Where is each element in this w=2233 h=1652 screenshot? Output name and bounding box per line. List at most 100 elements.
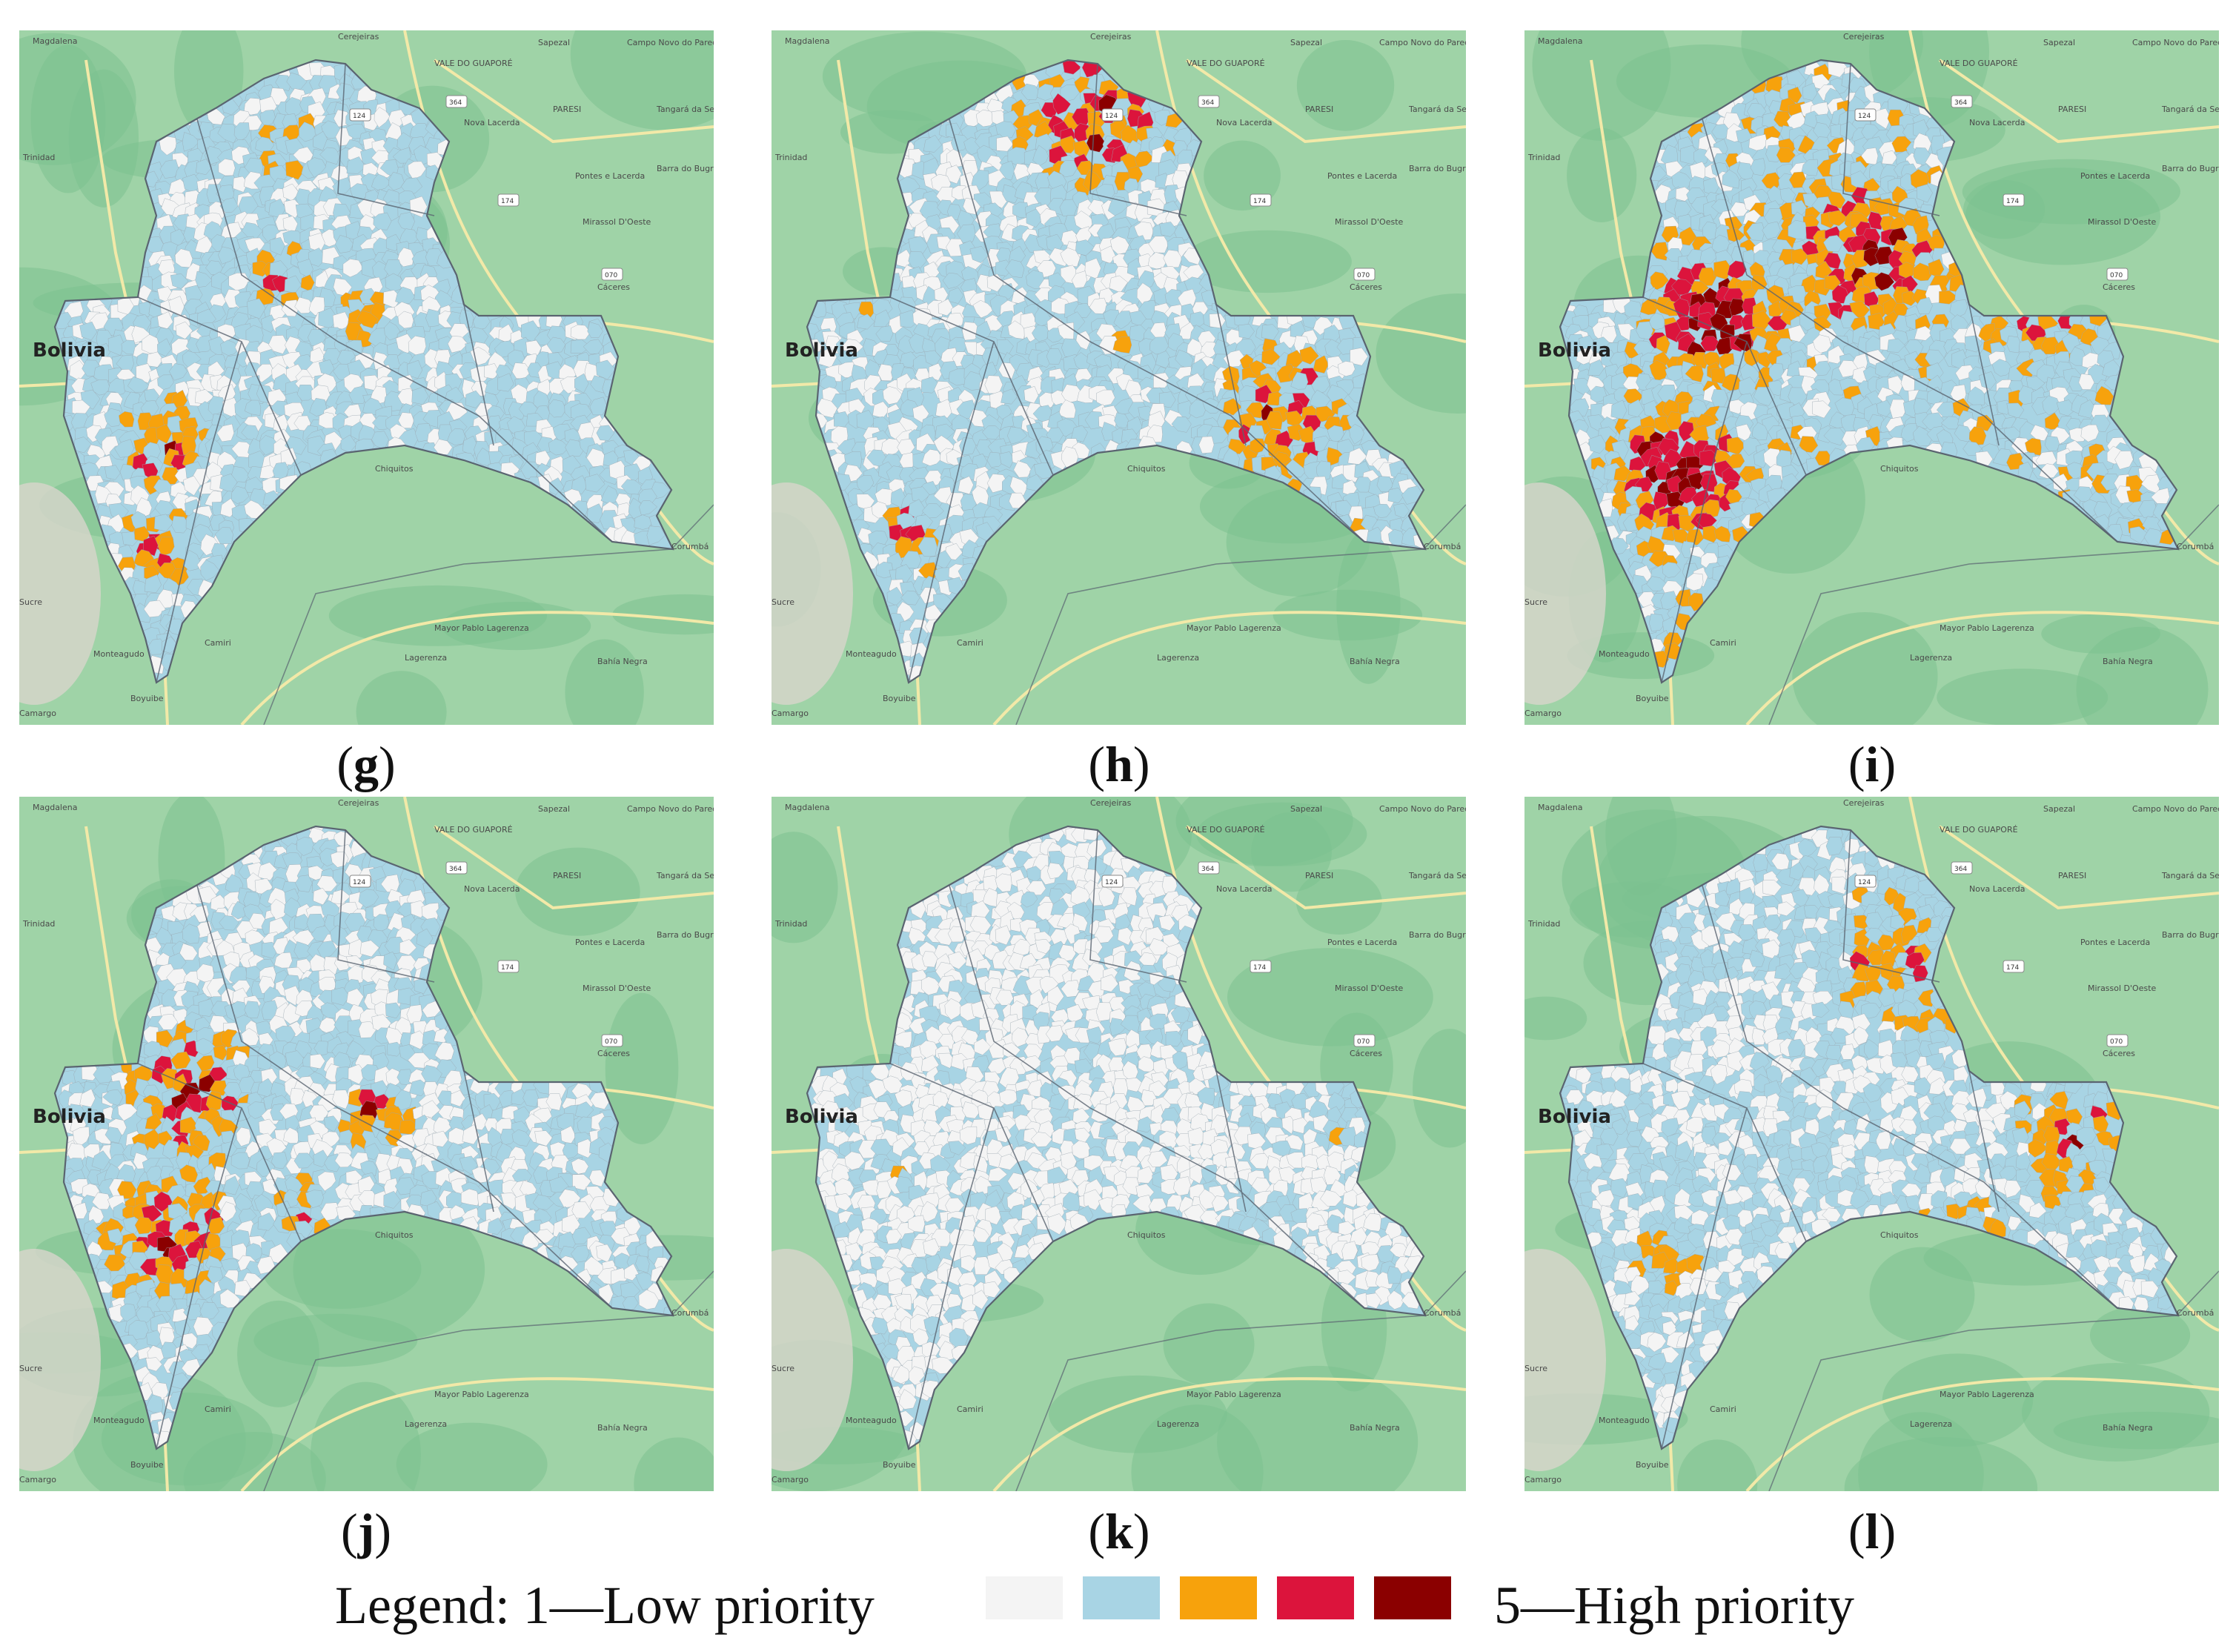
forest-patch <box>1296 40 1395 131</box>
municipality-cell-level-1 <box>996 136 1014 152</box>
province-boundaries <box>889 63 1365 683</box>
country-label-bolivia: Bolivia <box>33 339 106 362</box>
municipality-cell-level-2 <box>310 1205 326 1221</box>
road-shield-number: 124 <box>1858 113 1871 120</box>
municipality-cell-level-3 <box>1685 365 1704 382</box>
municipality-cell-level-2 <box>587 322 603 338</box>
municipality-cell-level-2 <box>511 1129 531 1147</box>
country-label-bolivia: Bolivia <box>785 339 858 362</box>
municipality-cell-level-1 <box>409 1030 428 1049</box>
municipality-cell-level-2 <box>2006 402 2025 419</box>
municipality-cell-level-2 <box>1311 375 1330 394</box>
municipality-cell-level-2 <box>899 351 918 368</box>
place-label: Campo Novo do Parecis <box>1379 38 1466 47</box>
municipality-cell-level-1 <box>280 447 297 465</box>
road <box>433 59 714 144</box>
place-label: Pontes e Lacerda <box>575 938 645 947</box>
boundary-line <box>156 1107 242 1450</box>
municipality-cell-level-1 <box>72 1127 90 1147</box>
road <box>992 1377 1466 1491</box>
municipality-cell-level-2 <box>144 574 162 593</box>
municipality-cell-level-1 <box>2039 463 2059 479</box>
municipality-cell-level-1 <box>450 1089 466 1107</box>
municipality-cell-level-2 <box>1376 476 1393 492</box>
municipality-cell-level-2 <box>194 1118 213 1135</box>
place-label: Tangará da Serra <box>656 105 714 114</box>
boundary-line <box>337 63 435 216</box>
municipality-cell-level-2 <box>214 527 233 545</box>
municipality-cell-level-2 <box>262 224 280 242</box>
municipality-cell-level-1 <box>358 1021 377 1038</box>
municipality-cell-level-4 <box>1868 211 1883 230</box>
municipality-cell-level-1 <box>88 1205 104 1224</box>
municipality-cell-level-2 <box>293 914 312 930</box>
municipality-cell-level-2 <box>571 1227 591 1244</box>
municipality-cell-level-2 <box>646 525 666 545</box>
municipality-cell-level-1 <box>397 247 414 268</box>
municipality-cell-level-2 <box>634 514 653 530</box>
municipality-cell-level-2 <box>1665 365 1686 382</box>
municipality-cell-level-1 <box>219 1201 236 1223</box>
department-outline <box>53 59 674 684</box>
municipality-cell-level-2 <box>219 915 239 931</box>
municipality-cell-level-2 <box>462 435 478 457</box>
municipality-cell-level-2 <box>1916 296 1933 314</box>
municipality-cell-level-1 <box>231 441 254 458</box>
municipality-cell-level-2 <box>256 1078 276 1098</box>
municipality-cell-level-2 <box>146 1330 164 1347</box>
municipality-cell-level-2 <box>157 338 172 356</box>
province-boundaries <box>137 829 613 1450</box>
municipality-cell-level-2 <box>2044 435 2060 452</box>
place-label: Mirassol D'Oeste <box>1335 217 1404 227</box>
road-shield <box>445 861 468 875</box>
municipality-cell-level-1 <box>117 1103 138 1121</box>
municipality-cell-level-2 <box>388 171 405 191</box>
place-label: PARESI <box>2058 105 2086 114</box>
municipality-cell-level-3 <box>1261 348 1281 365</box>
boundary-line <box>337 1107 613 1309</box>
forest-patch <box>1251 812 1332 892</box>
municipality-cell-level-1 <box>975 109 996 127</box>
municipality-cell-level-2 <box>293 941 314 959</box>
municipality-cell-level-3 <box>1640 299 1658 315</box>
municipality-cell-level-1 <box>2078 373 2095 390</box>
municipality-cell-level-2 <box>308 248 327 267</box>
municipality-cell-level-2 <box>127 376 150 393</box>
municipality-cell-level-2 <box>222 1175 240 1195</box>
municipality-cell-level-2 <box>2143 528 2166 546</box>
place-label: Camargo <box>19 1475 56 1485</box>
municipality-cell-level-3 <box>1726 437 1746 455</box>
municipality-cell-level-2 <box>999 451 1015 468</box>
municipality-cell-level-1 <box>1788 325 1806 342</box>
municipality-cell-level-2 <box>318 308 339 329</box>
municipality-cell-level-2 <box>571 475 588 494</box>
municipality-cell-level-4 <box>141 1204 162 1222</box>
municipality-cell-level-2 <box>1916 184 1933 203</box>
municipality-cell-level-2 <box>104 1127 122 1144</box>
municipality-cell-level-2 <box>2129 526 2149 544</box>
municipality-cell-level-2 <box>1764 208 1783 227</box>
map-panel-i: Magdalena Cerejeiras VALE DO GUAPORÉ Sapeza… <box>1524 30 2219 725</box>
municipality-cell-level-3 <box>1975 414 1994 431</box>
municipality-cell-level-2 <box>401 177 423 195</box>
place-label: Lagerenza <box>405 653 447 663</box>
municipality-cell-level-2 <box>198 998 215 1017</box>
municipality-cell-level-1 <box>1686 573 1704 591</box>
forest-patch <box>1204 140 1281 211</box>
municipality-cell-level-2 <box>136 1306 154 1326</box>
place-label: Mayor Pablo Lagerenza <box>434 623 529 633</box>
municipality-cell-level-2 <box>261 314 277 333</box>
municipality-cell-level-1 <box>397 311 414 329</box>
place-label: Monteagudo <box>93 649 145 659</box>
municipality-cell-level-2 <box>600 485 619 504</box>
municipality-cell-level-2 <box>205 424 222 445</box>
municipality-cell-level-1 <box>346 988 364 1008</box>
place-label: Trinidad <box>22 153 55 162</box>
municipality-cell-level-1 <box>317 1171 336 1192</box>
municipality-cell-level-1 <box>589 1092 611 1109</box>
municipality-cell-level-2 <box>1059 159 1078 178</box>
municipality-cell-level-2 <box>511 1089 528 1106</box>
